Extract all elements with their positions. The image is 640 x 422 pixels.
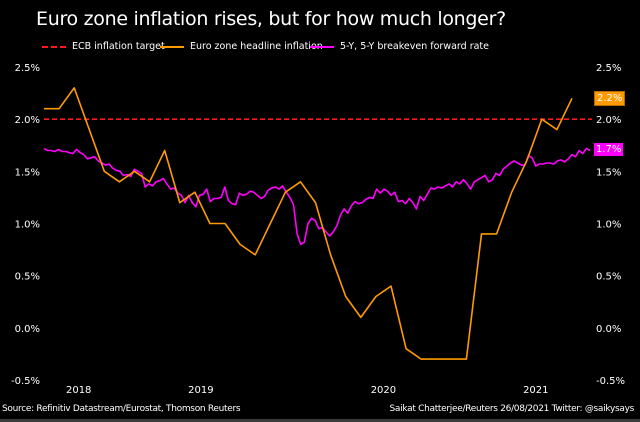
y-tick-label-left: 2.5% bbox=[15, 63, 40, 74]
y-tick-label-left: 0.0% bbox=[15, 324, 40, 335]
legend-label: 5-Y, 5-Y breakeven forward rate bbox=[340, 41, 490, 52]
y-tick-label-right: 0.5% bbox=[596, 272, 621, 283]
y-axis-left: 2.5% 2.0% 1.5% 1.0% 0.5% 0.0% -0.5% bbox=[11, 63, 40, 387]
legend-label: Euro zone headline inflation bbox=[190, 41, 323, 52]
y-tick-label-left: 1.0% bbox=[15, 220, 40, 231]
breakeven-rate-line bbox=[43, 147, 591, 246]
y-tick-label-right: -0.5% bbox=[596, 376, 625, 387]
y-tick-label-left: 2.0% bbox=[15, 115, 40, 126]
x-axis: 2018 2019 2020 2021 bbox=[66, 385, 549, 396]
source-note: Source: Refinitiv Datastream/Eurostat, T… bbox=[2, 404, 241, 414]
x-tick-label: 2019 bbox=[188, 385, 213, 396]
x-tick-label: 2018 bbox=[66, 385, 91, 396]
series-layer bbox=[43, 87, 592, 360]
bottom-band bbox=[0, 419, 640, 422]
y-tick-label-left: -0.5% bbox=[11, 376, 40, 387]
headline-inflation-end-label: 2.2% bbox=[594, 91, 626, 107]
y-tick-label-right: 1.0% bbox=[596, 220, 621, 231]
magenta-line-swatch-icon bbox=[310, 45, 334, 48]
headline-inflation-line bbox=[44, 87, 573, 360]
legend-item-ecb-target: ECB inflation target bbox=[42, 41, 165, 52]
x-tick-label: 2021 bbox=[523, 385, 548, 396]
breakeven-rate-end-label: 1.7% bbox=[594, 143, 624, 157]
legend-item-headline-inflation: Euro zone headline inflation bbox=[160, 41, 323, 52]
legend-item-breakeven-rate: 5-Y, 5-Y breakeven forward rate bbox=[310, 41, 489, 52]
legend: ECB inflation target Euro zone headline … bbox=[0, 41, 640, 55]
credit-note: Saikat Chatterjee/Reuters 26/08/2021 Twi… bbox=[389, 404, 635, 414]
y-tick-label-left: 1.5% bbox=[15, 167, 40, 178]
dashed-line-swatch-icon bbox=[42, 45, 66, 48]
orange-line-swatch-icon bbox=[160, 45, 184, 48]
y-axis-right: 2.5% 2.0% 1.5% 1.0% 0.5% 0.0% -0.5% bbox=[596, 63, 625, 387]
x-tick-label: 2020 bbox=[371, 385, 396, 396]
legend-label: ECB inflation target bbox=[72, 41, 165, 52]
y-tick-label-right: 2.5% bbox=[596, 63, 621, 74]
y-tick-label-right: 0.0% bbox=[596, 324, 621, 335]
y-tick-label-right: 1.5% bbox=[596, 167, 621, 178]
y-tick-label-right: 2.0% bbox=[596, 115, 621, 126]
chart-title: Euro zone inflation rises, but for how m… bbox=[36, 8, 506, 30]
y-tick-label-left: 0.5% bbox=[15, 272, 40, 283]
